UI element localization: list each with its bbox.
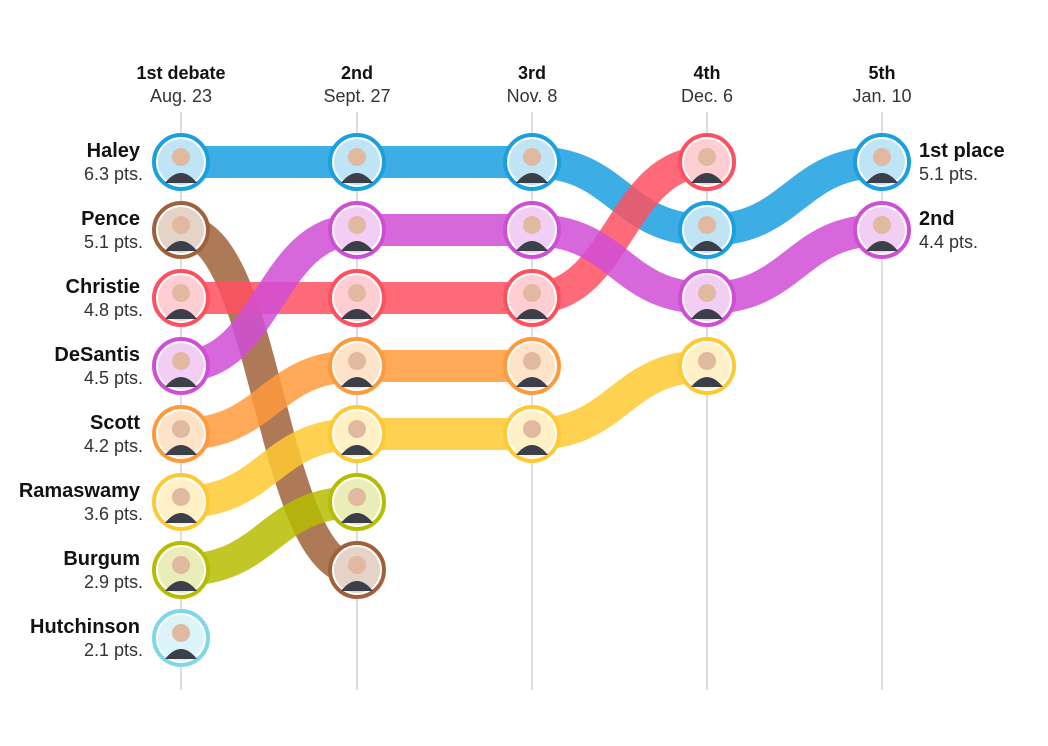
node-ramaswamy-2 [328,405,386,463]
label-name-burgum: Burgum [63,548,140,570]
node-christie-2 [328,269,386,327]
column-date-3: Nov. 8 [507,86,558,106]
column-headers: 1st debate Aug. 23 2nd Sept. 27 3rd Nov. 8 4th… [136,63,911,106]
node-haley-1 [152,133,210,191]
column-date-2: Sept. 27 [323,86,390,106]
label-pts-scott: 4.2 pts. [84,436,143,456]
node-hutchinson-1 [152,609,210,667]
node-christie-3 [503,269,561,327]
column-title-1: 1st debate [136,63,225,83]
node-desantis-5 [853,201,911,259]
right-label-pts-1: 5.1 pts. [919,164,978,184]
node-desantis-1 [152,337,210,395]
node-haley-4 [678,201,736,259]
label-pts-desantis: 4.5 pts. [84,368,143,388]
node-christie-4 [678,133,736,191]
node-ramaswamy-1 [152,473,210,531]
node-scott-3 [503,337,561,395]
label-name-christie: Christie [66,276,140,298]
label-name-scott: Scott [90,412,140,434]
node-christie-1 [152,269,210,327]
node-haley-5 [853,133,911,191]
node-scott-2 [328,337,386,395]
node-pence-2 [328,541,386,599]
column-title-4: 4th [694,63,721,83]
candidate-nodes [152,133,911,667]
node-pence-1 [152,201,210,259]
right-label-name-2: 2nd [919,208,955,230]
node-desantis-3 [503,201,561,259]
column-date-1: Aug. 23 [150,86,212,106]
node-scott-1 [152,405,210,463]
label-name-hutchinson: Hutchinson [30,616,140,638]
node-ramaswamy-3 [503,405,561,463]
label-name-haley: Haley [87,140,141,162]
ribbon-burgum [180,486,358,586]
column-date-4: Dec. 6 [681,86,733,106]
node-burgum-1 [152,541,210,599]
node-ramaswamy-4 [678,337,736,395]
column-date-5: Jan. 10 [852,86,911,106]
label-pts-haley: 6.3 pts. [84,164,143,184]
ribbon-ramaswamy [180,350,708,518]
label-pts-ramaswamy: 3.6 pts. [84,504,143,524]
node-haley-3 [503,133,561,191]
node-haley-2 [328,133,386,191]
node-burgum-2 [328,473,386,531]
right-label-pts-2: 4.4 pts. [919,232,978,252]
column-title-2: 2nd [341,63,373,83]
label-pts-pence: 5.1 pts. [84,232,143,252]
label-name-pence: Pence [81,208,140,230]
column-title-3: 3rd [518,63,546,83]
node-desantis-2 [328,201,386,259]
label-name-ramaswamy: Ramaswamy [19,480,141,502]
label-pts-christie: 4.8 pts. [84,300,143,320]
label-name-desantis: DeSantis [54,344,140,366]
node-desantis-4 [678,269,736,327]
column-title-5: 5th [869,63,896,83]
label-pts-burgum: 2.9 pts. [84,572,143,592]
right-label-name-1: 1st place [919,140,1005,162]
label-pts-hutchinson: 2.1 pts. [84,640,143,660]
